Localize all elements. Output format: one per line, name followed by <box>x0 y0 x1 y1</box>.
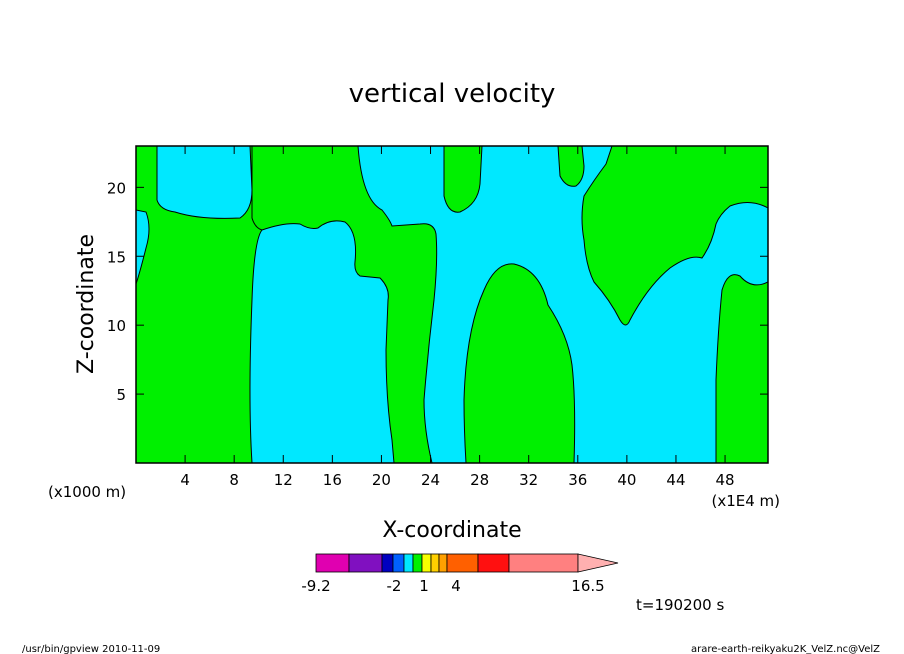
x-tick-label: 12 <box>274 471 293 489</box>
x-tick-label: 20 <box>372 471 391 489</box>
colorbar-tick-label: -2 <box>387 577 402 595</box>
colorbar-segment <box>348 553 383 573</box>
contour-region-small-green <box>557 146 585 187</box>
colorbar-tick-label: -9.2 <box>301 577 330 595</box>
time-label: t=190200 s <box>636 596 724 614</box>
x-tick-label: 36 <box>568 471 587 489</box>
x-tick-label: 32 <box>519 471 538 489</box>
plot-frame <box>135 145 769 464</box>
x-tick-label: 16 <box>323 471 342 489</box>
x-tick-label: 24 <box>421 471 440 489</box>
contour-region-top-green <box>443 146 483 213</box>
x-tick-label: 8 <box>229 471 239 489</box>
contour-region-channel <box>357 146 768 463</box>
y-axis-label: Z-coordinate <box>74 234 99 374</box>
footer-right: arare-earth-reikyaku2K_VelZ.nc@VelZ <box>691 644 880 654</box>
colorbar-tick-label: 1 <box>419 577 429 595</box>
colorbar-segment <box>421 553 432 573</box>
contour-region-center <box>249 146 395 463</box>
y-tick-label: 15 <box>107 248 126 266</box>
colorbar-segment <box>446 553 479 573</box>
x-tick-label: 48 <box>716 471 735 489</box>
colorbar-segment <box>392 553 405 573</box>
colorbar-tick-label: 16.5 <box>571 577 604 595</box>
footer-left: /usr/bin/gpview 2010-11-09 <box>22 644 160 654</box>
y-tick-label: 20 <box>107 179 126 197</box>
x-tick-label: 4 <box>180 471 190 489</box>
x-tick-label: 44 <box>666 471 685 489</box>
colorbar: -9.2 -2 1 4 16.5 <box>301 553 619 595</box>
colorbar-segment <box>477 553 510 573</box>
contour-region-top-left <box>156 146 253 219</box>
x-axis-ticks: 4 8 12 16 20 24 28 32 36 40 44 48 <box>180 146 735 489</box>
colorbar-segment <box>412 553 423 573</box>
colorbar-segment <box>438 553 448 573</box>
chart-title: vertical velocity <box>349 79 556 109</box>
x-tick-label: 40 <box>617 471 636 489</box>
y-tick-label: 5 <box>116 386 126 404</box>
x-tick-label: 28 <box>470 471 489 489</box>
x-unit-right: (x1E4 m) <box>711 492 780 510</box>
colorbar-arrow <box>577 553 619 573</box>
colorbar-segment <box>430 553 440 573</box>
contour-region-left-edge <box>136 209 150 285</box>
x-unit-left: (x1000 m) <box>48 483 126 501</box>
y-tick-label: 10 <box>107 317 126 335</box>
colorbar-segment <box>508 553 579 573</box>
colorbar-tick-label: 4 <box>451 577 461 595</box>
y-axis-ticks: 5 10 15 20 <box>107 179 768 404</box>
colorbar-segment <box>403 553 414 573</box>
colorbar-segment <box>315 553 350 573</box>
colorbar-segment <box>381 553 394 573</box>
x-axis-label: X-coordinate <box>382 518 521 543</box>
